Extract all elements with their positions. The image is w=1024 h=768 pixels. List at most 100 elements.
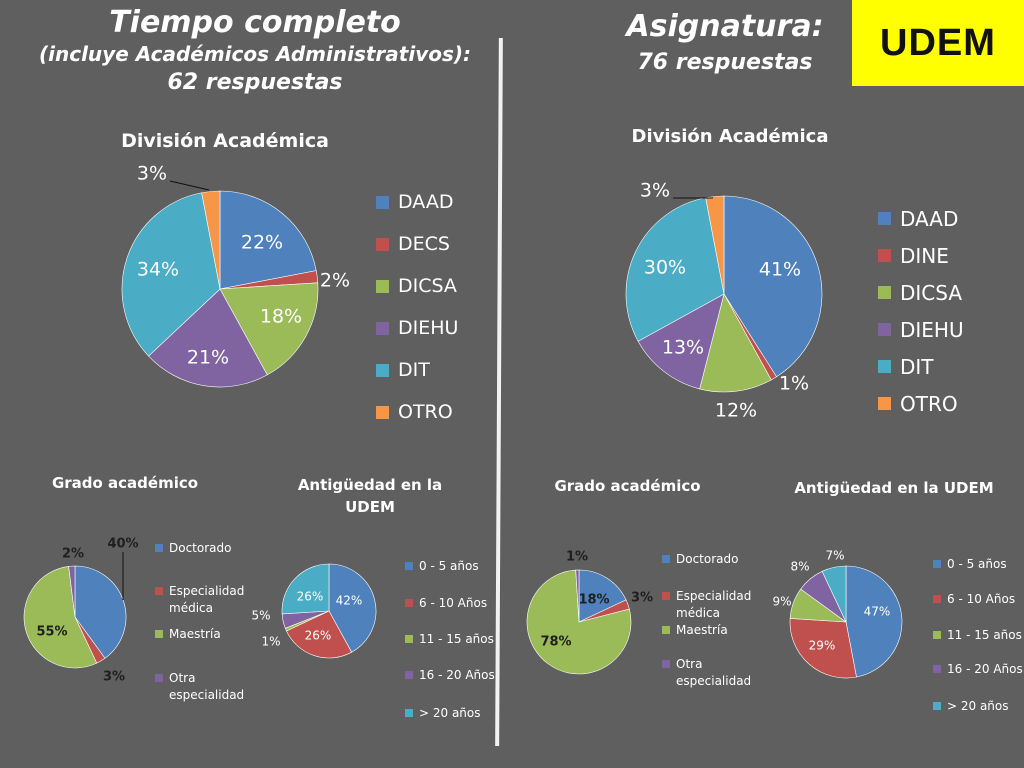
legend-grado-left: Doctorado Especialidad médica Maestría Otra… [155, 536, 265, 711]
data-label-dine: 1% [779, 373, 809, 395]
data-label-daad: 22% [241, 232, 283, 254]
legend-swatch [405, 671, 413, 679]
legend-item-16-20-anos: 16 - 20 Años [405, 667, 495, 684]
legend-swatch [933, 560, 941, 568]
legend-label: DAAD [900, 207, 959, 231]
legend-swatch [662, 592, 670, 600]
legend-swatch [376, 364, 389, 377]
data-label-0-5-anos: 42% [336, 594, 363, 608]
pie-slice-otro [201, 190, 221, 290]
legend-item-maestria: Maestría [155, 626, 221, 643]
data-label-maestria: 55% [36, 625, 67, 640]
pie-slice-doctorado [74, 565, 127, 659]
legend-swatch [405, 635, 413, 643]
legend-label: DINE [900, 244, 949, 268]
legend-label: 11 - 15 años [947, 628, 1022, 642]
legend-label: 6 - 10 Años [947, 592, 1016, 606]
data-label-otra-especialidad: 2% [62, 547, 84, 562]
legend-item-20-anos: > 20 años [933, 698, 1009, 715]
legend-swatch [376, 238, 389, 251]
pie-slice-dit [121, 192, 221, 357]
header-right: Asignatura: 76 respuestas [600, 10, 850, 78]
pie-slice-doctorado [578, 569, 627, 623]
legend-label: DAAD [398, 191, 454, 213]
header-left-title: Tiempo completo [109, 5, 401, 40]
legend-label: Doctorado [169, 541, 232, 555]
legend-label: Doctorado [676, 552, 739, 566]
legend-label: 0 - 5 años [947, 557, 1007, 571]
data-label-16-20-anos: 5% [251, 609, 270, 623]
legend-label: Otra especialidad [169, 671, 245, 702]
legend-label: DIEHU [398, 317, 459, 339]
data-label-doctorado: 40% [107, 537, 138, 552]
legend-label: DIT [900, 355, 934, 379]
pie-slice-0-5-anos [845, 565, 903, 678]
legend-item-doctorado: Doctorado [662, 551, 738, 568]
data-label-especialidad-medica: 3% [103, 670, 125, 685]
legend-label: DICSA [900, 281, 963, 305]
legend-swatch [376, 280, 389, 293]
legend-item-6-10-anos: 6 - 10 Años [933, 591, 1015, 608]
udem-logo: UDEM [852, 0, 1024, 86]
legend-item-doctorado: Doctorado [155, 540, 231, 557]
data-label-6-10-anos: 29% [809, 639, 836, 653]
legend-item-especialidad-medica: Especialidad médica [155, 583, 265, 617]
data-label-diehu: 13% [662, 337, 704, 359]
logo-text: UDEM [880, 21, 996, 64]
legend-swatch [662, 626, 670, 634]
data-label-doctorado: 18% [578, 593, 609, 608]
legend-item-daad: DAAD [376, 191, 453, 214]
data-label-maestria: 78% [540, 635, 571, 650]
legend-label: DECS [398, 233, 450, 255]
legend-antiguedad-left: 0 - 5 años 6 - 10 Años 11 - 15 años 16 - 20… [405, 555, 500, 725]
data-label-20-anos: 7% [825, 549, 844, 563]
data-label-daad: 41% [759, 259, 801, 281]
legend-item-daad: DAAD [878, 207, 958, 231]
data-label-diehu: 21% [187, 347, 229, 369]
chart-title-division-left: División Académica [121, 130, 329, 152]
data-label-especialidad-medica: 3% [631, 591, 653, 606]
chart-title-division-right: División Académica [631, 126, 829, 147]
data-label-dicsa: 12% [715, 400, 757, 422]
legend-swatch [405, 709, 413, 717]
legend-label: 6 - 10 Años [419, 596, 488, 610]
header-left-count: 62 respuestas [167, 70, 343, 95]
legend-item-dicsa: DICSA [878, 281, 962, 305]
legend-swatch [376, 322, 389, 335]
legend-item-6-10-anos: 6 - 10 Años [405, 595, 487, 612]
legend-item-maestria: Maestría [662, 622, 728, 639]
legend-item-otra-especialidad: Otra especialidad [662, 656, 772, 690]
legend-grado-right: Doctorado Especialidad médica Maestría Otra… [662, 548, 772, 698]
legend-item-dine: DINE [878, 244, 949, 268]
header-right-title: Asignatura: [626, 9, 824, 44]
legend-swatch [878, 249, 891, 262]
legend-antiguedad-right: 0 - 5 años 6 - 10 Años 11 - 15 años 16 - 20… [933, 553, 1023, 723]
legend-item-otro: OTRO [878, 392, 958, 416]
legend-label: DIT [398, 359, 430, 381]
legend-label: Maestría [169, 627, 221, 641]
legend-item-dit: DIT [878, 355, 934, 379]
pie-slice-6-10-anos [789, 618, 857, 679]
legend-label: DICSA [398, 275, 457, 297]
legend-swatch [933, 702, 941, 710]
legend-item-11-15-anos: 11 - 15 años [933, 627, 1022, 644]
pie-slice-6-10-anos [286, 610, 353, 659]
chart-title-grado-left: Grado académico [51, 474, 199, 492]
legend-swatch [662, 555, 670, 563]
data-label-dicsa: 18% [260, 306, 302, 328]
chart-title-antiguedad-left: Antigüedad en la UDEM [297, 476, 443, 516]
legend-swatch [155, 587, 163, 595]
data-label-0-5-anos: 47% [864, 605, 891, 619]
legend-item-diehu: DIEHU [376, 317, 458, 340]
legend-item-otra-especialidad: Otra especialidad [155, 670, 265, 704]
legend-swatch [878, 286, 891, 299]
legend-swatch [933, 665, 941, 673]
legend-swatch [405, 599, 413, 607]
data-label-decs: 2% [320, 270, 350, 292]
legend-swatch [155, 630, 163, 638]
data-label-11-15-anos: 9% [772, 595, 791, 609]
legend-label: 16 - 20 Años [947, 662, 1023, 676]
